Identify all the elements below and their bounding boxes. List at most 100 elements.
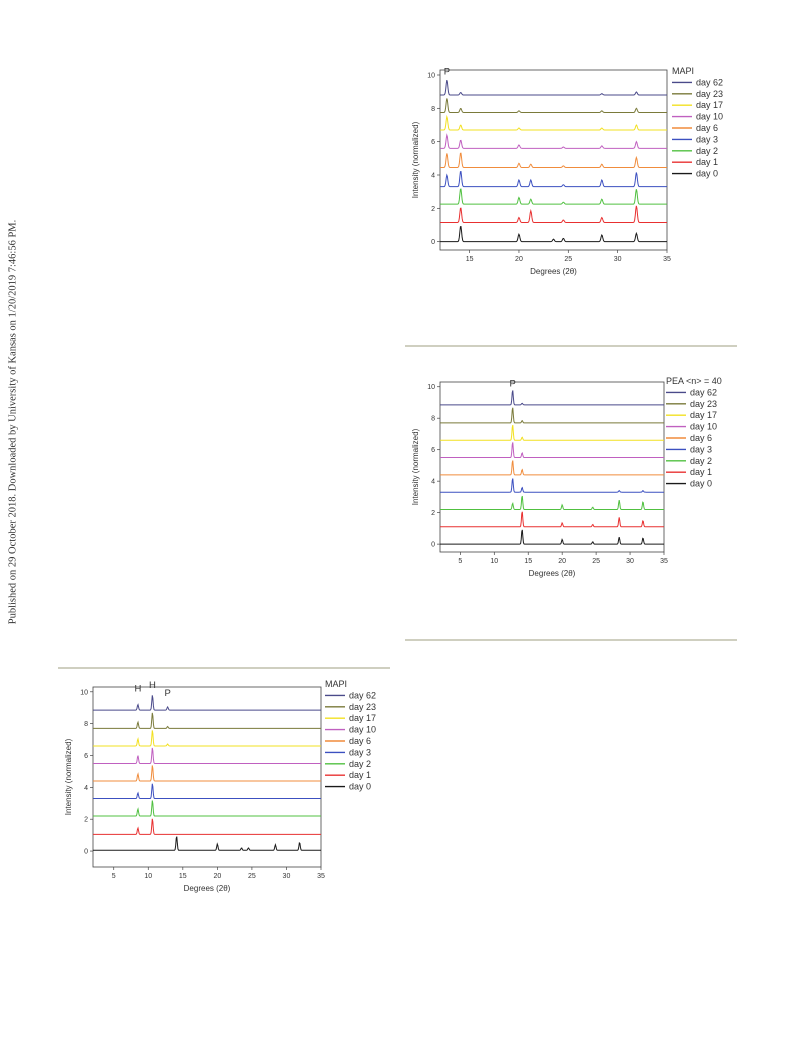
legend-entry: day 17	[349, 713, 376, 723]
x-tick-label: 10	[490, 558, 498, 565]
series-line-day-1	[440, 511, 664, 528]
series-line-day-3	[440, 170, 667, 188]
y-tick-label: 0	[431, 542, 435, 549]
legend-title: MAPI	[325, 679, 347, 689]
legend-entry: day 3	[690, 444, 712, 454]
legend-entry: day 3	[696, 134, 718, 144]
x-axis-title: Degrees (2θ)	[184, 884, 231, 893]
legend-entry: day 10	[690, 422, 717, 432]
legend-entry: day 2	[349, 759, 371, 769]
y-tick-label: 4	[431, 479, 435, 486]
series-line-day-6	[440, 460, 664, 476]
series-line-day-3	[440, 478, 664, 493]
legend-entry: day 62	[690, 387, 717, 397]
divider-rule-1	[405, 345, 737, 347]
legend-entry: day 0	[349, 782, 371, 792]
publication-note: Published on 29 October 2018. Downloaded…	[7, 219, 19, 625]
y-tick-label: 10	[427, 73, 435, 80]
y-tick-label: 8	[431, 106, 435, 113]
y-tick-label: 6	[84, 753, 88, 760]
x-tick-label: 35	[660, 558, 668, 565]
y-axis-title: Intensity (normalized)	[411, 428, 420, 505]
y-tick-label: 4	[84, 785, 88, 792]
y-tick-label: 8	[84, 721, 88, 728]
legend-entry: day 6	[349, 736, 371, 746]
x-tick-label: 20	[558, 558, 566, 565]
series-line-day-1	[440, 205, 667, 223]
y-tick-label: 4	[431, 173, 435, 180]
y-tick-label: 6	[431, 139, 435, 146]
legend-entry: day 3	[349, 747, 371, 757]
legend-entry: day 0	[690, 479, 712, 489]
legend-entry: day 23	[690, 399, 717, 409]
x-tick-label: 30	[626, 558, 634, 565]
divider-rule-2	[405, 639, 737, 641]
peak-annotation: P	[509, 378, 515, 389]
legend-entry: day 23	[349, 702, 376, 712]
peak-annotation: P	[444, 67, 450, 78]
legend-entry: day 6	[690, 433, 712, 443]
x-tick-label: 10	[144, 873, 152, 880]
x-tick-label: 35	[663, 256, 671, 263]
series-line-day-62	[93, 695, 321, 711]
legend-entry: day 10	[696, 112, 723, 122]
series-line-day-10	[440, 133, 667, 149]
series-line-day-0	[93, 836, 321, 851]
legend-title: MAPI	[672, 66, 694, 76]
series-line-day-23	[93, 712, 321, 729]
peak-annotation: P	[164, 688, 170, 699]
series-line-day-17	[440, 424, 664, 441]
legend-title: PEA <n> = 40	[666, 376, 722, 386]
y-axis-title: Intensity (normalized)	[411, 121, 420, 198]
x-axis-title: Degrees (2θ)	[529, 569, 576, 578]
x-tick-label: 30	[614, 256, 622, 263]
series-line-day-2	[440, 188, 667, 205]
legend-entry: day 62	[349, 690, 376, 700]
y-tick-label: 10	[427, 384, 435, 391]
series-line-day-1	[93, 818, 321, 835]
legend-entry: day 2	[690, 456, 712, 466]
x-tick-label: 15	[524, 558, 532, 565]
x-tick-label: 15	[466, 256, 474, 263]
legend-entry: day 23	[696, 89, 723, 99]
legend-entry: day 0	[696, 169, 718, 179]
x-tick-label: 25	[592, 558, 600, 565]
y-tick-label: 8	[431, 416, 435, 423]
series-line-day-62	[440, 390, 664, 406]
x-tick-label: 25	[564, 256, 572, 263]
series-line-day-10	[440, 442, 664, 459]
legend-entry: day 17	[690, 410, 717, 420]
series-line-day-3	[93, 783, 321, 799]
y-tick-label: 2	[431, 206, 435, 213]
x-tick-label: 15	[179, 873, 187, 880]
peak-annotation: H	[149, 680, 156, 691]
legend-entry: day 1	[349, 770, 371, 780]
series-line-day-6	[440, 152, 667, 168]
x-tick-label: 35	[317, 873, 325, 880]
y-axis-title: Intensity (normalized)	[64, 738, 73, 815]
series-line-day-0	[440, 529, 664, 545]
series-line-day-62	[440, 79, 667, 96]
y-tick-label: 2	[431, 510, 435, 517]
xrd-chart-mapi-top: 15 20 25 30 35 0 2 4 6 8 10 Degrees (2θ) Intensity (…	[411, 66, 723, 276]
legend-entry: day 1	[690, 467, 712, 477]
legend-entry: day 62	[696, 77, 723, 87]
y-tick-label: 2	[84, 817, 88, 824]
legend-entry: day 17	[696, 100, 723, 110]
plot-frame	[439, 381, 665, 553]
plot-frame	[439, 69, 668, 251]
peak-annotation: H	[134, 683, 141, 694]
plot-frame	[92, 686, 322, 868]
series-line-day-0	[440, 225, 667, 243]
series-line-day-17	[93, 730, 321, 747]
x-axis-title: Degrees (2θ)	[530, 267, 577, 276]
xrd-chart-pea: 5 10 15 20 25 30 35 0 2 4 6 8 10 Degrees (2θ) Intensit…	[411, 376, 722, 578]
series-line-day-6	[93, 765, 321, 782]
y-tick-label: 0	[431, 239, 435, 246]
x-tick-label: 30	[283, 873, 291, 880]
x-tick-label: 5	[112, 873, 116, 880]
xrd-chart-mapi-bottom: 5 10 15 20 25 30 35 0 2 4 6 8 10 Degrees (2θ) Intensit…	[64, 679, 376, 893]
series-line-day-2	[93, 800, 321, 817]
series-line-day-10	[93, 747, 321, 764]
series-line-day-23	[440, 98, 667, 113]
